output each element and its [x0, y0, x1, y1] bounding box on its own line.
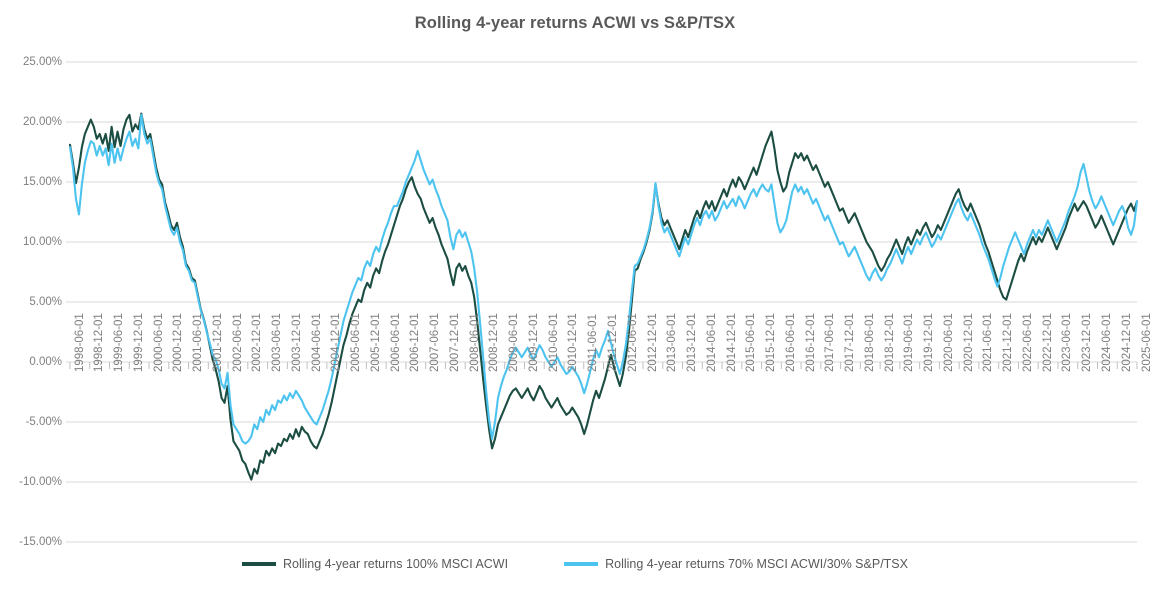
- y-axis-tick-label: -5.00%: [25, 416, 62, 428]
- x-axis-tick-label: 2024-06-01: [1100, 313, 1113, 372]
- x-axis-tick-label: 2008-06-01: [468, 313, 481, 372]
- x-axis-tick-label: 2001-06-01: [192, 313, 205, 372]
- x-axis-tick-label: 2020-06-01: [942, 313, 955, 372]
- y-axis-tick-label: 0.00%: [29, 356, 62, 368]
- y-axis-tick-label: 5.00%: [29, 296, 62, 308]
- x-axis-tick-label: 2025-06-01: [1140, 313, 1150, 372]
- x-axis-tick-label: 2002-12-01: [251, 313, 264, 372]
- x-axis-tick-label: 2011-06-01: [587, 314, 600, 372]
- x-axis-tick-label: 2019-12-01: [923, 313, 936, 372]
- x-axis-tick-label: 2007-06-01: [429, 313, 442, 372]
- x-axis-tick-label: 2003-06-01: [271, 313, 284, 372]
- x-axis-tick-label: 2000-12-01: [172, 313, 185, 372]
- x-axis-tick-label: 2014-12-01: [725, 313, 738, 372]
- x-axis-tick-label: 2024-12-01: [1120, 313, 1133, 372]
- x-axis-tick-label: 2002-06-01: [231, 313, 244, 372]
- x-axis-tick-label: 2017-12-01: [844, 313, 857, 372]
- chart-legend: Rolling 4-year returns 100% MSCI ACWI Rol…: [0, 557, 1150, 571]
- x-axis-tick-label: 2005-06-01: [350, 313, 363, 372]
- x-axis-tick-label: 2005-12-01: [369, 313, 382, 372]
- x-axis-tick-label: 1999-12-01: [132, 313, 145, 372]
- x-axis-tick-label: 2015-12-01: [765, 313, 778, 372]
- x-axis-tick-label: 2010-06-01: [547, 313, 560, 372]
- x-axis-tick-label: 1998-06-01: [73, 313, 86, 372]
- x-axis-tick-label: 2012-06-01: [626, 313, 639, 372]
- y-axis-tick-label: 25.00%: [22, 56, 62, 68]
- legend-label: Rolling 4-year returns 70% MSCI ACWI/30%…: [605, 557, 908, 571]
- series-line: [68, 113, 1139, 445]
- legend-item[interactable]: Rolling 4-year returns 100% MSCI ACWI: [242, 557, 508, 571]
- y-axis-tick-label: -15.00%: [19, 536, 62, 548]
- legend-color-swatch: [242, 562, 276, 566]
- x-axis-tick-label: 2017-06-01: [824, 313, 837, 372]
- x-axis-tick-label: 1998-12-01: [93, 313, 106, 372]
- x-axis-tick-label: 2007-12-01: [448, 313, 461, 372]
- x-axis-tick-label: 2011-12-01: [607, 314, 619, 372]
- x-axis-tick-label: 2001-12-01: [211, 313, 224, 372]
- x-axis-tick-label: 2006-06-01: [389, 313, 402, 372]
- x-axis-tick-label: 1999-06-01: [113, 313, 126, 372]
- x-axis-tick-label: 2015-06-01: [745, 313, 758, 372]
- x-axis-tick-label: 2012-12-01: [646, 313, 659, 372]
- x-axis-tick-label: 2016-06-01: [784, 313, 797, 372]
- legend-color-swatch: [564, 562, 599, 566]
- series-line: [68, 112, 1139, 481]
- y-axis-tick-label: 15.00%: [22, 176, 62, 188]
- y-axis-tick-label: -10.00%: [19, 476, 62, 488]
- x-axis-tick-label: 2004-06-01: [310, 313, 323, 372]
- legend-item[interactable]: Rolling 4-year returns 70% MSCI ACWI/30%…: [564, 557, 908, 571]
- x-axis-tick-label: 2021-12-01: [1002, 313, 1015, 372]
- x-axis-tick-label: 2006-12-01: [409, 313, 422, 372]
- legend-label: Rolling 4-year returns 100% MSCI ACWI: [283, 557, 509, 571]
- x-axis-tick-label: 2010-12-01: [567, 313, 580, 372]
- x-axis-tick-label: 2019-06-01: [903, 313, 916, 372]
- x-axis-tick-label: 2000-06-01: [152, 313, 165, 372]
- x-axis-tick-label: 2023-12-01: [1081, 313, 1094, 372]
- x-axis-tick-label: 2020-12-01: [962, 313, 975, 372]
- x-axis-tick-label: 2009-06-01: [508, 313, 521, 372]
- x-axis-tick-label: 2008-12-01: [488, 313, 501, 372]
- series-lines: [68, 112, 1139, 481]
- x-axis-tick-label: 2009-12-01: [527, 313, 540, 372]
- x-axis-tick-label: 2018-06-01: [863, 313, 876, 372]
- x-axis-tick-label: 2018-12-01: [883, 313, 896, 372]
- page-title: Rolling 4-year returns ACWI vs S&P/TSX: [414, 14, 736, 32]
- x-axis-tick-label: 2004-12-01: [330, 313, 343, 372]
- x-axis-ticks: [69, 362, 1138, 369]
- x-axis-tick-label: 2014-06-01: [705, 313, 718, 372]
- x-axis-tick-label: 2022-06-01: [1021, 313, 1034, 372]
- x-axis-tick-label: 2021-06-01: [982, 313, 995, 372]
- gridlines: [66, 61, 1137, 543]
- y-axis-tick-label: 10.00%: [22, 236, 62, 248]
- x-axis-tick-label: 2023-06-01: [1061, 313, 1074, 372]
- x-axis-tick-label: 2003-12-01: [290, 313, 303, 372]
- x-axis-tick-label: 2016-12-01: [804, 313, 817, 372]
- x-axis-tick-label: 2022-12-01: [1041, 313, 1054, 372]
- x-axis-tick-label: 2013-06-01: [666, 313, 679, 372]
- y-axis-tick-label: 20.00%: [22, 116, 62, 128]
- x-axis-tick-label: 2013-12-01: [686, 313, 699, 372]
